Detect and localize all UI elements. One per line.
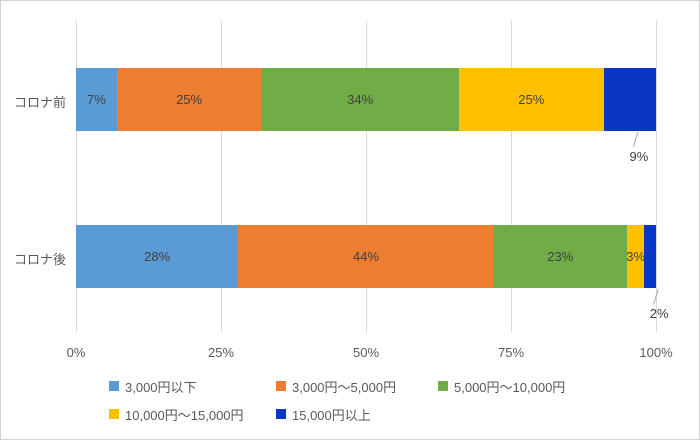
bar-segment: 25%	[458, 68, 604, 131]
legend-item: 5,000円～10,000円	[438, 378, 566, 395]
legend-item: 10,000円～15,000円	[109, 406, 244, 423]
bar-segment: 44%	[238, 225, 494, 288]
data-label: 28%	[144, 249, 171, 264]
legend-item: 15,000円以上	[276, 406, 371, 423]
data-label: 44%	[352, 249, 379, 264]
outside-data-label: 9%	[629, 149, 649, 164]
x-tick-label: 50%	[352, 345, 380, 360]
category-label: コロナ後	[13, 251, 66, 267]
legend-swatch-icon	[276, 409, 286, 419]
legend-swatch-icon	[276, 381, 286, 391]
bar-segment: 25%	[116, 68, 262, 131]
legend-item: 3,000円～5,000円	[276, 378, 397, 395]
category-label: コロナ前	[13, 94, 66, 110]
bar-row: 7% 25% 34% 25%	[76, 68, 656, 131]
legend-swatch-icon	[109, 381, 119, 391]
legend-label: 3,000円以下	[125, 379, 197, 395]
data-label: 3%	[626, 249, 646, 264]
bar-segment: 23%	[493, 225, 627, 288]
legend-label: 15,000円以上	[292, 407, 371, 423]
outside-data-label: 2%	[649, 306, 669, 321]
gridline	[366, 21, 367, 332]
legend-label: 10,000円～15,000円	[125, 407, 244, 423]
bar-segment	[603, 68, 656, 131]
bar-row: 28% 44% 23% 3%	[76, 225, 656, 288]
data-label: 23%	[547, 249, 574, 264]
data-label: 7%	[86, 92, 106, 107]
bar-segment: 7%	[76, 68, 117, 131]
legend-item: 3,000円以下	[109, 378, 197, 395]
data-label: 25%	[518, 92, 545, 107]
legend-label: 5,000円～10,000円	[454, 379, 566, 395]
bar-segment	[644, 225, 656, 288]
leader-line	[632, 131, 639, 148]
x-tick-label: 25%	[207, 345, 235, 360]
bar-segment: 3%	[626, 225, 646, 288]
x-tick-label: 100%	[639, 345, 673, 360]
gridline	[221, 21, 222, 332]
bar-segment: 28%	[76, 225, 239, 288]
gridline	[511, 21, 512, 332]
data-label: 25%	[176, 92, 203, 107]
bar-segment: 34%	[261, 68, 459, 131]
gridline	[656, 21, 657, 332]
legend-swatch-icon	[109, 409, 119, 419]
x-tick-label: 75%	[497, 345, 525, 360]
legend-swatch-icon	[438, 381, 448, 391]
data-label: 34%	[347, 92, 374, 107]
x-tick-label: 0%	[66, 345, 86, 360]
legend-label: 3,000円～5,000円	[292, 379, 397, 395]
gridline	[76, 21, 77, 332]
